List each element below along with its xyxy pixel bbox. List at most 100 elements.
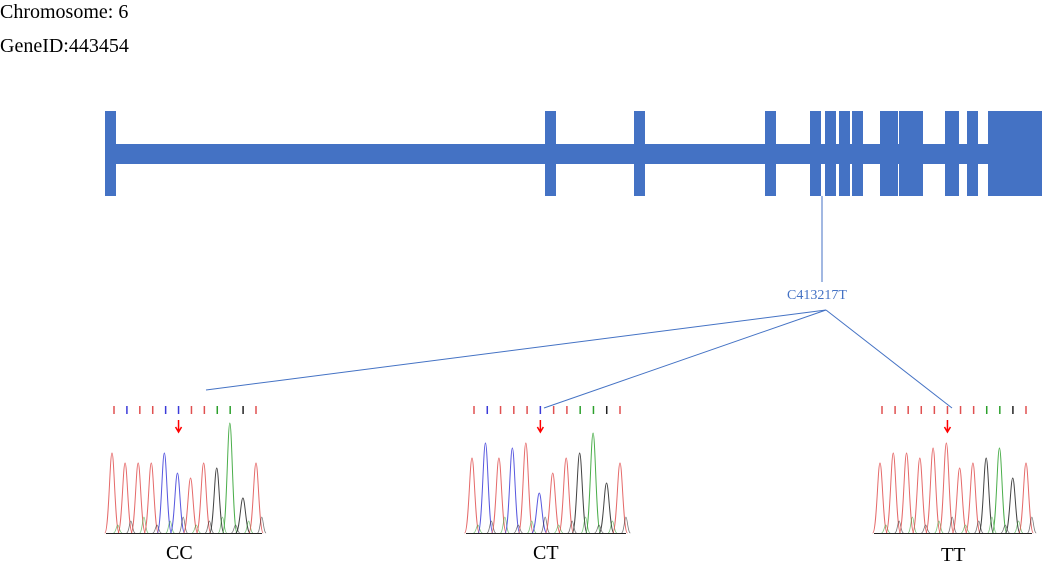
- chromatogram-peak: [491, 457, 507, 534]
- chromatogram-peak: [898, 452, 915, 534]
- exon-4: [765, 111, 776, 196]
- chromatogram-peak: [517, 442, 534, 534]
- intron-backbone: [105, 144, 1020, 164]
- chromatogram-peak: [1018, 462, 1034, 534]
- chromatogram-noise-peak: [473, 524, 483, 534]
- chromatogram-peak: [598, 482, 615, 534]
- chromatogram-peak: [912, 457, 928, 534]
- chromatogram-noise-peak: [540, 516, 551, 534]
- chromatogram-noise-peak: [607, 520, 618, 534]
- gene-id-label: GeneID:443454: [0, 35, 129, 57]
- chromatogram-peak: [978, 457, 994, 534]
- chromatogram-noise-peak: [594, 524, 604, 534]
- chromatogram-noise-peak: [947, 516, 957, 534]
- chromatogram-peak: [585, 432, 601, 534]
- chromatogram-noise-peak: [178, 516, 188, 534]
- chromatogram-noise-peak: [152, 524, 162, 534]
- connector-tt: [825, 309, 953, 409]
- chromatogram-noise-peak: [974, 520, 984, 534]
- chromatogram-peak: [965, 462, 981, 534]
- exon-12: [967, 111, 978, 196]
- snp-connectors: [205, 196, 953, 409]
- chromatogram-peak: [544, 472, 561, 534]
- chromatogram-noise-peak: [257, 516, 267, 534]
- exon-8: [852, 111, 863, 196]
- genotype-label-ct: CT: [533, 542, 559, 564]
- chromatogram-peak: [130, 462, 146, 534]
- chromatogram-noise-peak: [1013, 520, 1024, 534]
- chromatogram-peak: [504, 447, 521, 534]
- connector-cc: [205, 309, 827, 391]
- exon-9: [880, 111, 898, 196]
- chromatogram-peak: [531, 492, 548, 534]
- chromatogram-noise-peak: [907, 516, 918, 534]
- exon-13: [988, 111, 1042, 196]
- chromatogram-noise-peak: [894, 520, 904, 534]
- exon-7: [839, 111, 850, 196]
- chromatogram-peak: [1004, 477, 1021, 534]
- chromatogram-ct: [464, 406, 631, 534]
- exon-2: [545, 111, 556, 196]
- snp-arrow-marker: [536, 420, 545, 434]
- chromatogram-noise-peak: [554, 524, 564, 534]
- chromatogram-peak: [872, 462, 888, 534]
- chromatogram-peak: [925, 447, 941, 534]
- chromatogram-noise-peak: [113, 524, 123, 534]
- exon-3: [634, 111, 645, 196]
- chromatogram-peak: [991, 447, 1008, 534]
- chromatogram-noise-peak: [881, 524, 891, 534]
- chromatogram-noise-peak: [244, 520, 254, 534]
- chromatogram-noise-peak: [499, 516, 510, 534]
- chromatogram-noise-peak: [486, 520, 497, 534]
- chromatogram-peak: [143, 462, 159, 534]
- chromatogram-peak: [235, 497, 251, 534]
- chromatogram-tt: [872, 406, 1037, 534]
- connector-ct: [543, 309, 827, 409]
- exon-1: [105, 111, 116, 196]
- chromatogram-noise-peak: [1027, 516, 1037, 534]
- chromatogram-noise-peak: [621, 516, 631, 534]
- chromatogram-peak: [169, 472, 186, 534]
- exon-group: [105, 111, 1042, 196]
- chromatogram-noise-peak: [191, 524, 201, 534]
- chromatogram-noise-peak: [126, 520, 136, 534]
- snp-arrow-marker: [943, 420, 952, 434]
- chromatogram-noise-peak: [217, 516, 228, 534]
- genotype-label-cc: CC: [166, 542, 193, 564]
- chromatogram-peak: [182, 477, 199, 534]
- chromatogram-peak: [951, 467, 968, 534]
- chromatogram-noise-peak: [567, 520, 577, 534]
- chromatogram-noise-peak: [580, 516, 591, 534]
- chromatogram-noise-peak: [139, 516, 149, 534]
- chromatogram-noise-peak: [204, 520, 214, 534]
- exon-5: [810, 111, 821, 196]
- exon-11: [945, 111, 959, 196]
- chromatogram-peak: [558, 457, 575, 534]
- chromatogram-noise-peak: [527, 520, 537, 534]
- chromatogram-peak: [222, 422, 238, 534]
- chromatogram-peak: [571, 452, 588, 534]
- chromatogram-noise-peak: [165, 520, 175, 534]
- exon-10: [899, 111, 923, 196]
- genotype-label-tt: TT: [941, 544, 966, 566]
- chromatogram-peak: [117, 462, 133, 534]
- chromatogram-noise-peak: [960, 524, 971, 534]
- chromatogram-peak: [938, 442, 955, 534]
- snp-label: C413217T: [787, 288, 847, 303]
- chromatogram-noise-peak: [513, 524, 523, 534]
- chromatogram-peak: [195, 462, 212, 534]
- exon-6: [825, 111, 836, 196]
- chromatogram-peak: [612, 462, 628, 534]
- chromatogram-peak: [209, 467, 225, 534]
- chromatogram-noise-peak: [934, 520, 944, 534]
- chromatogram-peak: [248, 462, 264, 534]
- chromatogram-peak: [104, 452, 120, 534]
- chromatogram-noise-peak: [231, 524, 241, 534]
- chromosome-label: Chromosome: 6: [0, 1, 129, 23]
- chromatogram-peak: [885, 452, 902, 534]
- chromatogram-peak: [156, 452, 173, 534]
- chromatogram-cc: [104, 406, 267, 534]
- chromatogram-noise-peak: [1000, 524, 1010, 534]
- chromatogram-peak: [464, 457, 480, 534]
